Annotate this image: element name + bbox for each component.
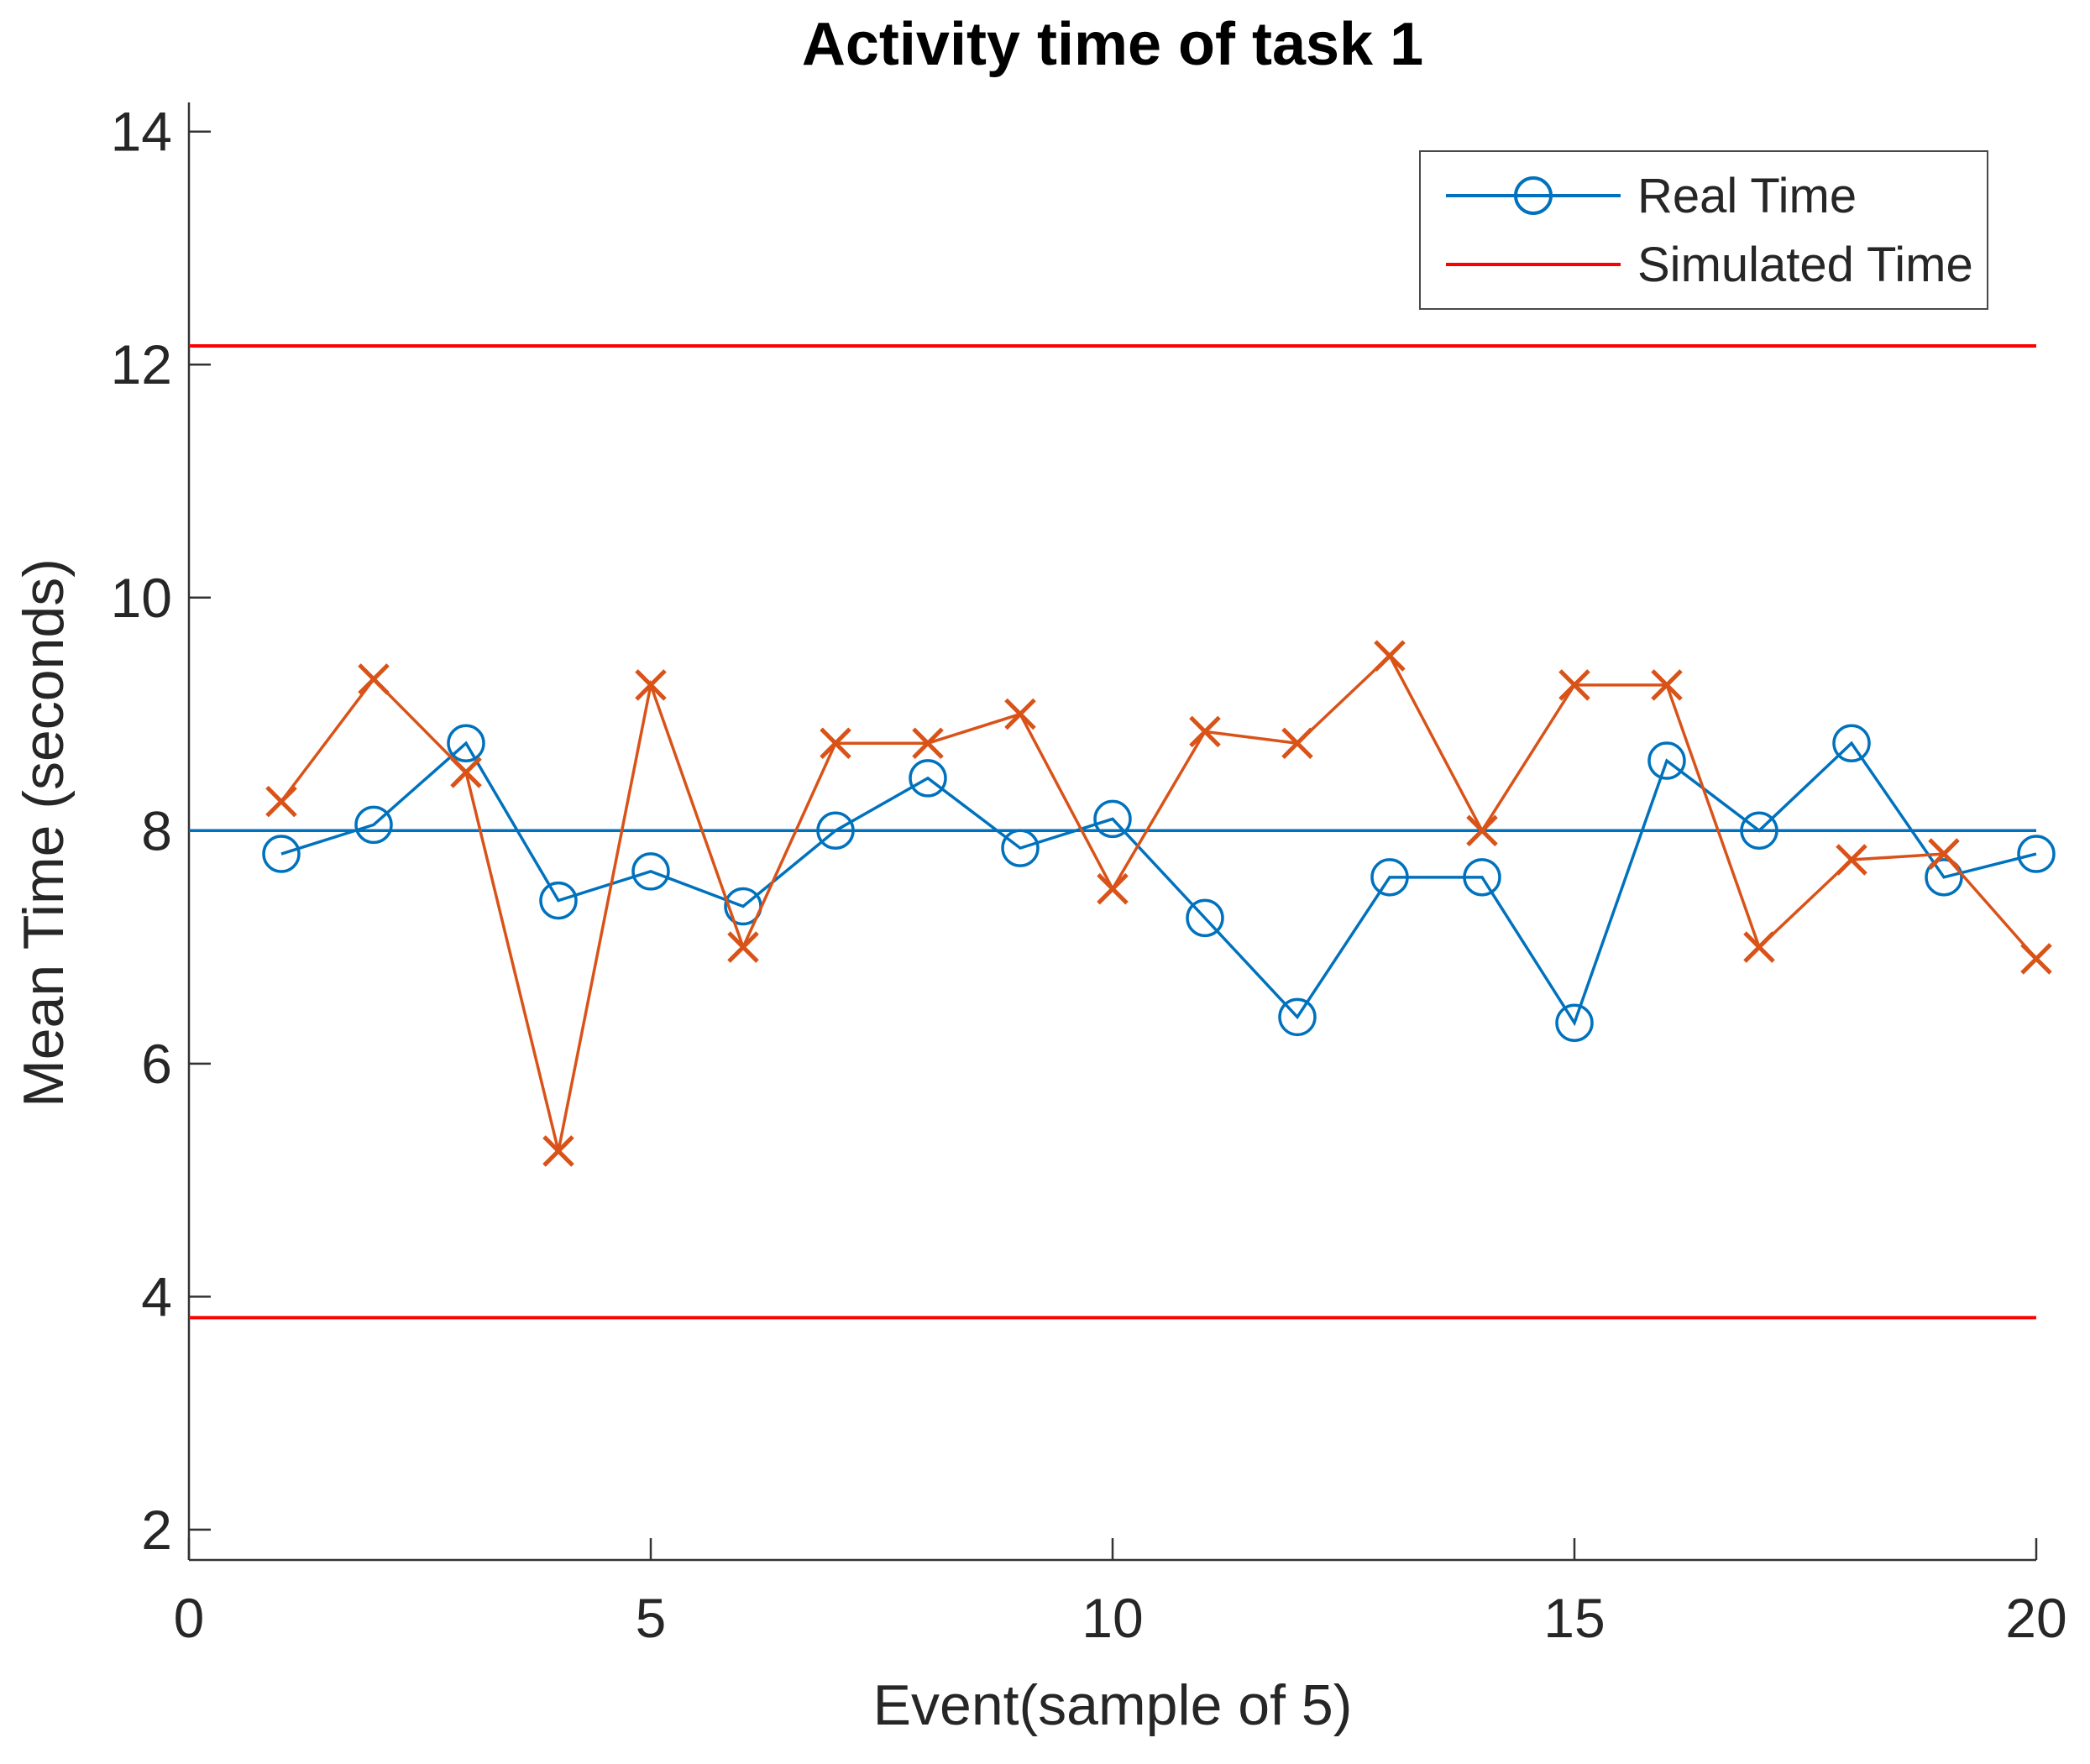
- real-time-series-marker: [1001, 829, 1040, 867]
- orange-x-series-marker: [1004, 698, 1036, 730]
- real-time-series-marker: [447, 724, 485, 762]
- orange-x-series-marker: [1743, 931, 1775, 963]
- real-time-series-marker: [1093, 799, 1132, 839]
- real-time-series-marker: [354, 805, 393, 845]
- real-time-series-marker: [539, 881, 578, 920]
- real-time-swatch-icon: [1446, 176, 1621, 215]
- x-tick-label: 10: [1082, 1587, 1143, 1649]
- real-time-series-marker: [262, 835, 301, 873]
- real-time-series-marker: [1186, 898, 1224, 938]
- orange-x-series-marker: [358, 663, 390, 695]
- orange-x-series-marker: [265, 785, 297, 818]
- real-time-series-marker: [1463, 858, 1501, 897]
- y-tick-label: 14: [111, 101, 172, 163]
- y-tick-label: 10: [111, 567, 172, 629]
- orange-x-series-marker: [1281, 727, 1313, 759]
- orange-x-series-marker: [1928, 838, 1960, 870]
- x-tick-label: 5: [636, 1587, 667, 1649]
- circle-marker-icon: [1514, 176, 1553, 215]
- legend-item-real-time: Real Time: [1421, 161, 1987, 230]
- real-time-series-marker: [816, 811, 855, 851]
- real-time-series-marker: [1647, 741, 1686, 780]
- orange-x-series-marker: [727, 931, 759, 963]
- orange-x-series-marker: [820, 727, 851, 759]
- orange-x-series-marker: [2020, 943, 2052, 975]
- orange-x-series-marker: [1374, 640, 1406, 672]
- y-tick-label: 4: [141, 1265, 172, 1327]
- orange-x-series-marker: [912, 727, 944, 759]
- x-axis-label: Event(sample of 5): [872, 1673, 1353, 1737]
- orange-x-series-marker: [542, 1135, 574, 1167]
- orange-x-series-line: [280, 653, 2038, 1152]
- orange-x-series-marker: [1466, 814, 1498, 847]
- real-time-series-marker: [1555, 1003, 1594, 1043]
- y-tick-label: 6: [141, 1033, 172, 1095]
- orange-x-series-marker: [1558, 669, 1590, 701]
- orange-x-series-marker: [635, 669, 667, 701]
- simulated-time-swatch-icon: [1446, 263, 1621, 266]
- real-time-series-marker: [2017, 835, 2056, 873]
- y-tick-label: 12: [111, 333, 172, 395]
- orange-x-series-marker: [1189, 715, 1221, 748]
- chart-title: Activity time of task 1: [801, 11, 1424, 78]
- y-tick-label: 8: [141, 799, 172, 861]
- x-tick-label: 15: [1543, 1587, 1605, 1649]
- x-tick-label: 0: [174, 1587, 205, 1649]
- real-time-series-marker: [909, 759, 947, 798]
- real-time-series-marker: [1370, 858, 1409, 897]
- real-time-series-marker: [1740, 811, 1778, 851]
- x-tick-label: 20: [2005, 1587, 2066, 1649]
- real-time-series-line: [280, 741, 2037, 1027]
- legend-label-real-time: Real Time: [1637, 168, 1857, 223]
- legend: Real Time Simulated Time: [1419, 150, 1988, 310]
- real-time-series-marker: [1925, 858, 1963, 897]
- orange-x-series-marker: [1097, 872, 1129, 905]
- legend-item-simulated-time: Simulated Time: [1421, 230, 1987, 299]
- orange-x-series-marker: [1836, 844, 1867, 876]
- orange-x-series-marker: [450, 756, 482, 788]
- y-tick-label: 2: [141, 1499, 172, 1561]
- real-time-series-marker: [631, 852, 670, 891]
- orange-x-series-marker: [1651, 669, 1683, 701]
- real-time-series-marker: [1832, 724, 1871, 762]
- legend-label-simulated-time: Simulated Time: [1637, 237, 1973, 292]
- real-time-series-marker: [1278, 997, 1317, 1037]
